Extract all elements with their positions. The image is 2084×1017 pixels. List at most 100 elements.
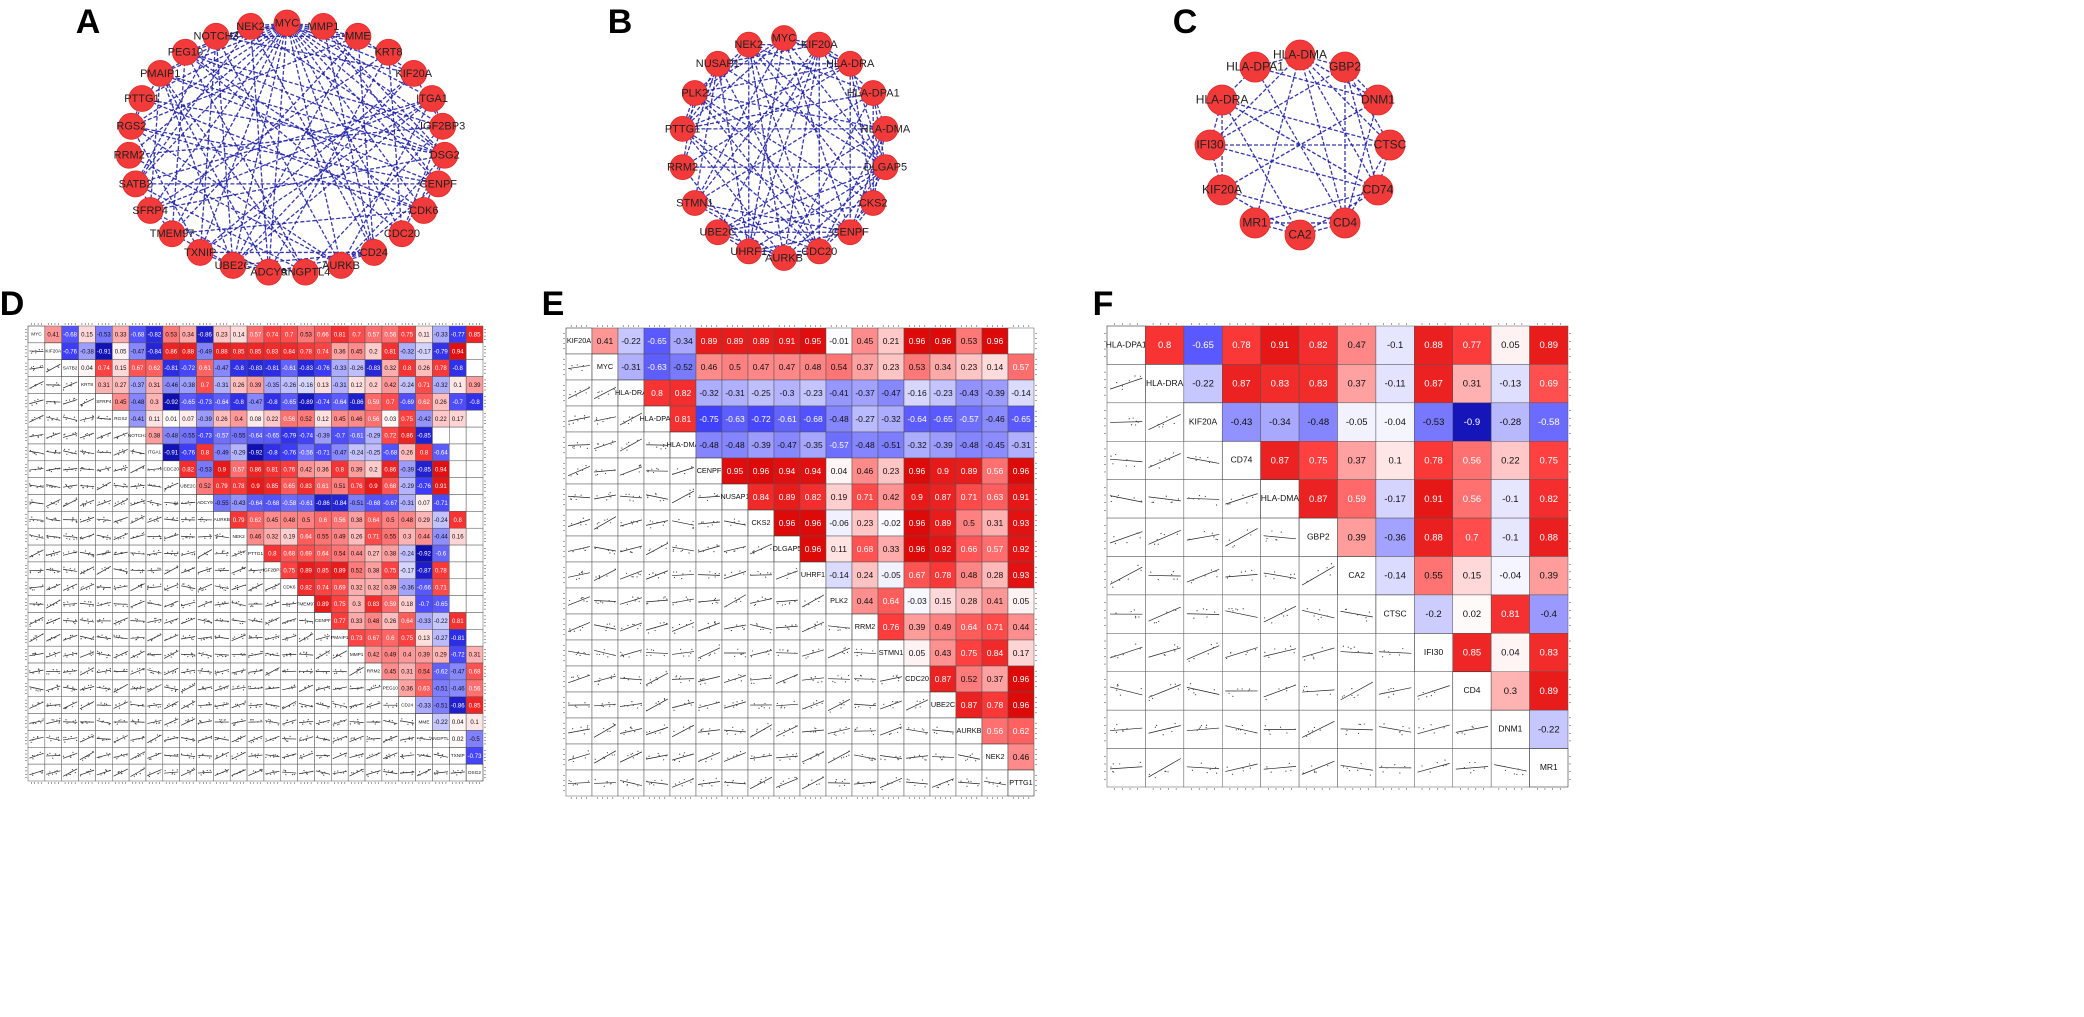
node-circle bbox=[186, 239, 214, 266]
correlation-value: 0.45 bbox=[266, 518, 278, 524]
gene-node-aurkb: AURKB bbox=[322, 252, 360, 279]
correlation-value: 0.11 bbox=[418, 333, 430, 339]
scatter-point bbox=[122, 500, 124, 502]
correlation-value: -0.84 bbox=[147, 349, 161, 355]
scatter-point bbox=[66, 722, 68, 724]
scatter-point bbox=[138, 551, 140, 553]
correlation-value: -0.86 bbox=[350, 400, 364, 406]
scatter-point bbox=[92, 605, 94, 607]
scatter-point bbox=[138, 569, 140, 571]
scatter-point bbox=[216, 738, 218, 741]
scatter-point bbox=[66, 775, 68, 777]
scatter-cell bbox=[398, 763, 416, 782]
scatter-cell bbox=[78, 730, 96, 748]
regression-line bbox=[46, 484, 61, 488]
scatter-point bbox=[29, 556, 31, 558]
scatter-cell bbox=[347, 696, 366, 714]
scatter-point bbox=[39, 365, 42, 367]
scatter-point bbox=[147, 588, 149, 590]
scatter-point bbox=[425, 772, 427, 774]
scatter-point bbox=[30, 352, 33, 354]
scatter-point bbox=[367, 757, 369, 759]
scatter-point bbox=[334, 771, 336, 773]
scatter-point bbox=[90, 433, 93, 435]
gene-node-tmem97: TMEM97 bbox=[150, 220, 194, 248]
regression-line bbox=[79, 583, 95, 591]
scatter-cell bbox=[27, 747, 46, 765]
regression-line bbox=[46, 432, 61, 439]
scatter-point bbox=[274, 587, 276, 589]
correlation-value: -0.42 bbox=[417, 417, 431, 423]
scatter-point bbox=[100, 435, 103, 437]
scatter-point bbox=[109, 723, 111, 725]
correlation-cell: 0.48 bbox=[398, 511, 416, 529]
gene-label: MR1 bbox=[1242, 216, 1268, 230]
correlation-cell bbox=[465, 561, 484, 580]
scatter-cell bbox=[196, 629, 214, 647]
node-circle bbox=[1374, 129, 1406, 161]
scatter-point bbox=[118, 635, 120, 637]
scatter-point bbox=[275, 619, 277, 621]
regression-line bbox=[130, 620, 145, 622]
scatter-point bbox=[189, 771, 191, 773]
scatter-point bbox=[69, 538, 71, 540]
scatter-point bbox=[437, 752, 439, 754]
correlation-cell: 0.27 bbox=[364, 544, 383, 563]
scatter-point bbox=[56, 669, 58, 671]
correlation-cell: 0.48 bbox=[364, 612, 383, 630]
scatter-point bbox=[197, 573, 199, 575]
regression-line bbox=[164, 518, 179, 521]
scatter-point bbox=[102, 588, 105, 591]
scatter-point bbox=[260, 737, 262, 739]
scatter-point bbox=[200, 586, 202, 589]
scatter-point bbox=[252, 719, 254, 721]
scatter-point bbox=[440, 756, 442, 759]
scatter-point bbox=[106, 656, 108, 659]
scatter-point bbox=[51, 419, 53, 421]
correlation-value: -0.64 bbox=[434, 450, 448, 456]
correlation-value: -0.8 bbox=[267, 400, 278, 406]
scatter-point bbox=[122, 449, 124, 451]
scatter-point bbox=[172, 672, 174, 674]
scatter-point bbox=[207, 704, 209, 706]
scatter-point bbox=[159, 771, 161, 773]
scatter-point bbox=[243, 633, 245, 635]
network-edge bbox=[286, 22, 342, 266]
scatter-point bbox=[336, 653, 338, 655]
scatter-point bbox=[169, 486, 171, 488]
gene-node-hla-dpa1: HLA-DPA1 bbox=[847, 80, 900, 106]
gene-node-ube2c: UBE2C bbox=[215, 252, 251, 279]
correlation-value: -0.53 bbox=[198, 467, 212, 473]
correlation-value: 0.39 bbox=[351, 467, 363, 473]
scatter-point bbox=[235, 601, 238, 603]
scatter-point bbox=[80, 587, 82, 589]
node-circle bbox=[1329, 207, 1361, 239]
scatter-point bbox=[40, 485, 42, 487]
network-edge bbox=[131, 125, 425, 212]
correlation-value: 0.78 bbox=[435, 568, 447, 574]
scatter-cell bbox=[162, 511, 180, 529]
scatter-point bbox=[255, 706, 257, 708]
scatter-point bbox=[237, 740, 239, 743]
scatter-point bbox=[67, 654, 69, 656]
correlation-value: 0.17 bbox=[452, 417, 464, 423]
correlation-value: -0.57 bbox=[215, 434, 229, 440]
correlation-cell: 0.8 bbox=[196, 443, 214, 462]
correlation-cell: 0.63 bbox=[415, 679, 433, 697]
node-circle bbox=[327, 252, 355, 279]
correlation-cell: 0.86 bbox=[246, 460, 265, 478]
scatter-point bbox=[50, 400, 52, 403]
scatter-point bbox=[312, 622, 314, 624]
scatter-point bbox=[299, 738, 301, 740]
scatter-point bbox=[191, 553, 193, 556]
scatter-point bbox=[114, 688, 116, 690]
scatter-point bbox=[356, 672, 358, 674]
scatter-point bbox=[46, 485, 48, 487]
correlation-cell bbox=[449, 561, 467, 580]
network-edge bbox=[199, 22, 288, 253]
scatter-point bbox=[56, 671, 58, 673]
regression-line bbox=[231, 550, 246, 557]
scatter-point bbox=[151, 671, 153, 674]
correlation-value: 0.7 bbox=[201, 383, 210, 389]
scatter-point bbox=[167, 571, 169, 573]
